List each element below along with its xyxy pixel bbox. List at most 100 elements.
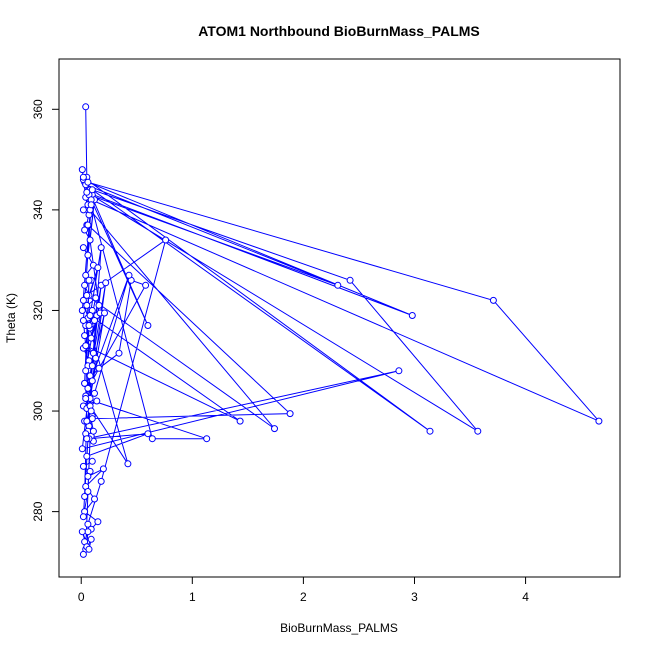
- data-point: [79, 244, 87, 252]
- chart-title: ATOM1 Northbound BioBurnMass_PALMS: [198, 23, 480, 39]
- data-point: [87, 334, 95, 342]
- data-point: [162, 236, 170, 244]
- data-point: [95, 301, 103, 309]
- data-point: [97, 244, 105, 252]
- data-point: [408, 312, 416, 319]
- data-point: [79, 513, 87, 521]
- data-point: [91, 389, 98, 397]
- data-point: [95, 364, 103, 372]
- data-point: [88, 377, 96, 385]
- data-point: [82, 367, 90, 375]
- data-point: [82, 342, 90, 350]
- series-line: [81, 106, 600, 555]
- data-point: [86, 236, 94, 244]
- data-point: [91, 495, 98, 503]
- data-point: [89, 427, 97, 435]
- x-tick-label: 2: [300, 590, 307, 604]
- data-point: [82, 395, 90, 402]
- y-tick-label: 280: [31, 501, 45, 521]
- data-point: [85, 322, 93, 329]
- data-point: [84, 178, 92, 186]
- data-point: [86, 312, 94, 319]
- data-point: [83, 435, 91, 443]
- data-point: [79, 317, 87, 324]
- x-tick-label: 0: [78, 590, 85, 604]
- data-point: [489, 296, 497, 304]
- data-point: [83, 452, 91, 460]
- data-point: [81, 379, 89, 387]
- y-axis: 280 300 320 340 360: [31, 99, 60, 522]
- data-point: [91, 317, 98, 324]
- data-point: [87, 535, 95, 543]
- data-point: [94, 518, 102, 526]
- data-point: [101, 309, 108, 317]
- data-point: [84, 488, 92, 495]
- data-point: [97, 477, 105, 485]
- x-tick-label: 3: [411, 590, 418, 604]
- data-point: [144, 322, 152, 329]
- data-point: [78, 528, 86, 536]
- x-tick-label: 1: [189, 590, 196, 604]
- data-point: [84, 221, 92, 229]
- data-point: [78, 307, 86, 314]
- data-point: [474, 427, 482, 435]
- x-axis-label: BioBurnMass_PALMS: [280, 621, 398, 635]
- y-tick-label: 320: [31, 300, 45, 320]
- series-layer: [78, 103, 603, 558]
- data-point: [426, 427, 434, 435]
- data-point: [124, 460, 132, 468]
- data-point: [85, 545, 93, 553]
- data-point: [92, 354, 100, 362]
- data-point: [203, 435, 211, 443]
- data-point: [99, 465, 107, 473]
- data-point: [79, 550, 87, 558]
- y-axis-label: Theta (K): [4, 293, 18, 343]
- data-point: [82, 103, 90, 111]
- data-point: [595, 417, 603, 425]
- data-point: [85, 276, 93, 284]
- data-point: [87, 201, 95, 209]
- data-point: [286, 410, 294, 418]
- data-point: [78, 166, 86, 174]
- data-point: [83, 301, 91, 309]
- y-tick-label: 340: [31, 200, 45, 220]
- data-point: [144, 430, 152, 438]
- data-point: [395, 367, 403, 375]
- x-tick-label: 4: [522, 590, 529, 604]
- data-point: [84, 384, 92, 392]
- y-tick-label: 300: [31, 401, 45, 421]
- data-point: [271, 425, 278, 433]
- data-point: [87, 407, 95, 415]
- data-point: [102, 279, 110, 287]
- data-point: [79, 462, 87, 470]
- data-point: [79, 296, 87, 304]
- data-point: [88, 186, 96, 194]
- data-point: [92, 294, 100, 302]
- y-tick-label: 360: [31, 99, 45, 119]
- data-point: [88, 362, 96, 370]
- x-axis: 0 1 2 3 4: [78, 576, 529, 604]
- data-point: [115, 349, 123, 357]
- data-point: [148, 435, 156, 443]
- data-point: [84, 472, 92, 480]
- data-point: [236, 417, 244, 425]
- data-point: [125, 271, 133, 279]
- data-point: [79, 206, 87, 214]
- data-point: [83, 188, 91, 196]
- data-point: [84, 520, 92, 528]
- data-point: [83, 417, 91, 425]
- data-point: [88, 415, 96, 423]
- data-point: [93, 397, 101, 405]
- data-point: [142, 281, 150, 289]
- data-point: [78, 445, 86, 453]
- data-point: [346, 276, 354, 284]
- data-point: [88, 457, 96, 465]
- data-point: [81, 226, 89, 234]
- data-point: [82, 271, 90, 279]
- data-point: [83, 291, 91, 299]
- data-point: [81, 493, 89, 500]
- data-point: [334, 281, 342, 289]
- data-point: [81, 281, 89, 289]
